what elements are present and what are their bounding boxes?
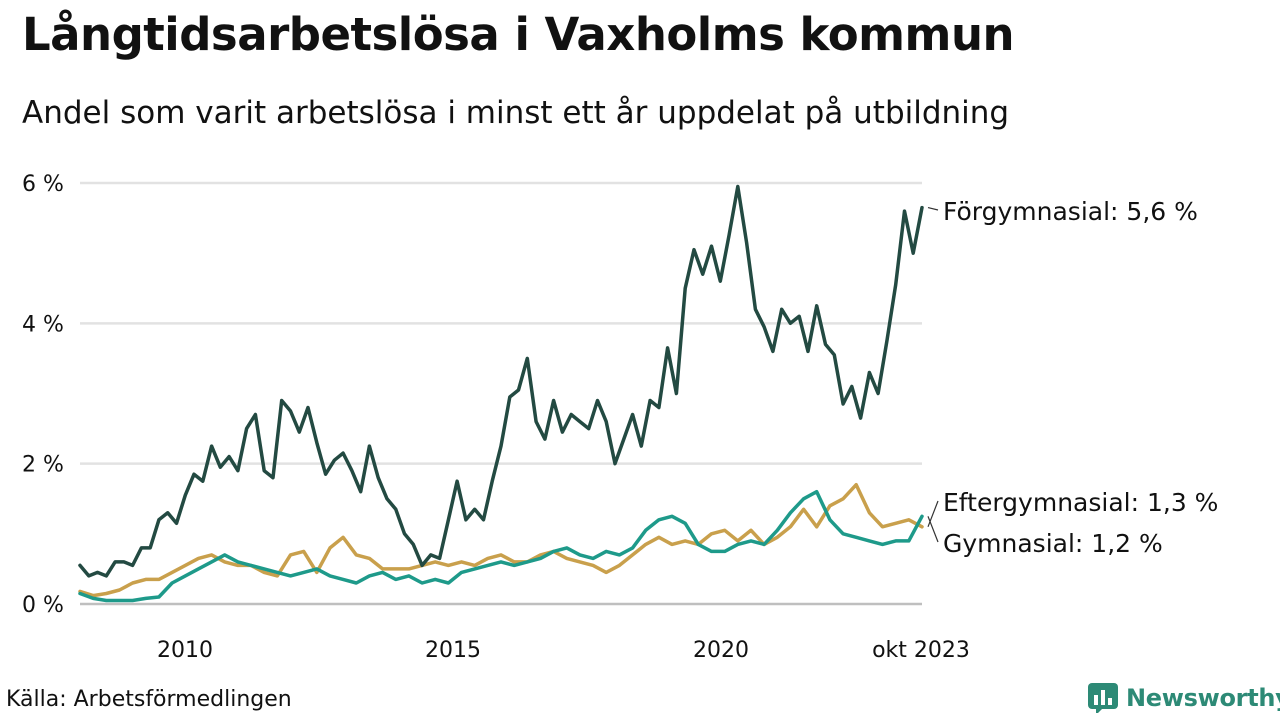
chart-title: Långtidsarbetslösa i Vaxholms kommun <box>22 8 1015 61</box>
y-tick-label: 4 % <box>22 312 64 337</box>
series-labels: Förgymnasial: 5,6 % Eftergymnasial: 1,3 %… <box>927 197 1218 558</box>
y-tick-label: 6 % <box>22 172 64 197</box>
series-line-gymnasial <box>78 489 924 603</box>
source-note: Källa: Arbetsförmedlingen <box>6 687 292 712</box>
newsworthy-brand: Newsworthy <box>1088 683 1280 713</box>
chart-subtitle: Andel som varit arbetslösa i minst ett å… <box>22 95 1010 131</box>
series-lines <box>78 184 924 603</box>
y-tick-label: 2 % <box>22 453 64 478</box>
label-leader-förgymnasial <box>927 206 939 211</box>
label-leader-eftergymnasial <box>927 500 939 528</box>
x-tick-label: 2020 <box>693 638 749 663</box>
series-line-eftergymnasial <box>78 482 924 598</box>
newsworthy-logo-icon <box>1088 683 1118 713</box>
grid-lines <box>80 181 922 606</box>
y-axis-ticks: 0 % 2 % 4 % 6 % <box>22 172 64 618</box>
x-tick-label: okt 2023 <box>872 638 970 663</box>
series-end-label: Gymnasial: 1,2 % <box>943 529 1163 558</box>
x-axis-ticks: 2010 2015 2020 okt 2023 <box>157 638 970 663</box>
series-line-förgymnasial <box>78 184 924 578</box>
y-tick-label: 0 % <box>22 593 64 618</box>
brand-name: Newsworthy <box>1126 684 1280 712</box>
x-tick-label: 2010 <box>157 638 213 663</box>
series-end-label: Eftergymnasial: 1,3 % <box>943 488 1218 517</box>
x-tick-label: 2015 <box>425 638 481 663</box>
label-leader-gymnasial <box>927 516 939 543</box>
series-end-label: Förgymnasial: 5,6 % <box>943 197 1198 226</box>
